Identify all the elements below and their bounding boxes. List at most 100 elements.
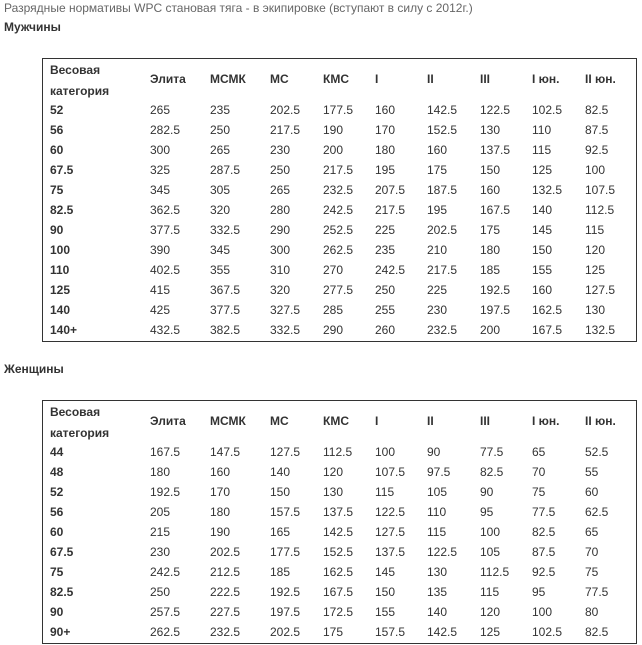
table-cell: 202.5 [270,625,301,639]
table-cell: 52.5 [585,445,609,459]
table-cell: 200 [323,143,344,157]
header-cell: II юн. [585,414,616,428]
table-cell: 230 [270,143,291,157]
table-cell: 137.5 [323,505,354,519]
header-cell: МСМК [210,72,246,86]
table-cell: 180 [375,143,396,157]
table-cell: 127.5 [585,283,616,297]
table-cell: 202.5 [210,545,241,559]
table-cell: 235 [210,103,231,117]
table-cell: 105 [480,545,501,559]
table-cell: 425 [150,303,171,317]
table-cell: 250 [150,585,171,599]
header-cell: Весовая категория [50,405,110,440]
table-cell: 167.5 [323,585,354,599]
table-cell: 217.5 [270,123,301,137]
weight-category: 52 [50,485,64,499]
table-cell: 192.5 [480,283,511,297]
header-cell: МС [270,72,289,86]
table-cell: 110 [427,505,447,519]
table-cell: 92.5 [532,565,556,579]
table-cell: 175 [480,223,501,237]
table-cell: 320 [210,203,231,217]
weight-category: 44 [50,445,64,459]
table-cell: 122.5 [375,505,406,519]
section-heading: Мужчины [4,20,61,34]
table-cell: 160 [532,283,553,297]
weight-category: 82.5 [50,585,74,599]
table-cell: 150 [375,585,396,599]
weight-category: 100 [50,243,71,257]
table-cell: 232.5 [210,625,241,639]
table-cell: 82.5 [585,625,609,639]
table-cell: 212.5 [210,565,241,579]
table-cell: 232.5 [427,323,458,337]
weight-category: 90 [50,223,64,237]
table-cell: 270 [323,263,344,277]
table-cell: 62.5 [585,505,609,519]
table-cell: 242.5 [150,565,181,579]
table-cell: 162.5 [323,565,354,579]
table-cell: 82.5 [480,465,504,479]
weight-category: 67.5 [50,545,74,559]
table-cell: 55 [585,465,599,479]
header-cell: II [427,72,434,86]
table-cell: 230 [150,545,171,559]
table-cell: 190 [210,525,231,539]
table-cell: 192.5 [270,585,301,599]
table-cell: 172.5 [323,605,354,619]
table-cell: 195 [375,163,396,177]
weight-category: 125 [50,283,71,297]
table-cell: 167.5 [532,323,563,337]
header-cell: Элита [150,72,186,86]
table-cell: 362.5 [150,203,181,217]
table-cell: 115 [480,585,500,599]
table-cell: 432.5 [150,323,181,337]
table-cell: 120 [480,605,501,619]
table-cell: 120 [585,243,606,257]
table-cell: 90 [427,445,441,459]
table-cell: 242.5 [323,203,354,217]
header-cell: МСМК [210,414,246,428]
table-cell: 112.5 [585,203,615,217]
table-cell: 287.5 [210,163,241,177]
table-cell: 120 [323,465,344,479]
table-cell: 185 [270,565,291,579]
table-cell: 130 [480,123,501,137]
table-cell: 132.5 [585,323,616,337]
table-cell: 107.5 [585,183,616,197]
table-cell: 115 [532,143,552,157]
table-cell: 285 [323,303,344,317]
table-cell: 150 [480,163,501,177]
table-cell: 217.5 [427,263,458,277]
table-cell: 95 [532,585,546,599]
table-cell: 65 [585,525,599,539]
table-cell: 170 [375,123,396,137]
table-cell: 300 [150,143,171,157]
table-cell: 225 [375,223,396,237]
table-cell: 310 [270,263,291,277]
table-cell: 102.5 [532,103,563,117]
table-border [42,58,637,342]
table-cell: 167.5 [480,203,511,217]
header-cell: I юн. [532,72,560,86]
table-cell: 150 [270,485,291,499]
table-cell: 77.5 [480,445,504,459]
table-cell: 250 [270,163,291,177]
table-cell: 82.5 [532,525,556,539]
table-cell: 210 [427,243,448,257]
table-cell: 332.5 [270,323,301,337]
weight-category: 140+ [50,323,78,337]
table-cell: 215 [150,525,171,539]
table-cell: 202.5 [270,103,301,117]
table-cell: 175 [323,625,344,639]
table-cell: 157.5 [270,505,301,519]
table-cell: 170 [210,485,231,499]
table-cell: 192.5 [150,485,181,499]
table-cell: 230 [427,303,448,317]
weight-category: 67.5 [50,163,74,177]
header-cell: I юн. [532,414,560,428]
header-cell: КМС [323,414,349,428]
header-cell: I [375,72,379,86]
